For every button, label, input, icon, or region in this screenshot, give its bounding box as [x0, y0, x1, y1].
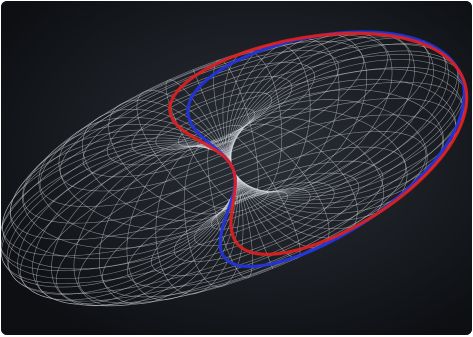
mesh-parallel-line: [197, 125, 243, 148]
mesh-parallel-line: [1, 36, 446, 257]
mesh-parallel-line: [82, 50, 340, 178]
mesh-parallel-line: [36, 97, 456, 306]
red-curve: [168, 31, 469, 256]
mesh-parallel-line: [126, 160, 384, 288]
mesh-parallel-line: [173, 182, 335, 262]
mesh-parallel-line: [155, 91, 273, 150]
mesh-parallel-line: [8, 67, 468, 295]
mesh-parallel-line: [131, 76, 293, 156]
mesh-parallel-line: [1, 54, 465, 284]
curve-group: [168, 30, 469, 269]
mesh-parallel-line: [106, 62, 315, 166]
mesh-parallel-line: [20, 81, 465, 302]
mesh-parallel-line: [193, 188, 311, 247]
mesh-parallel-line: [1, 43, 458, 271]
mesh-parallel-line: [210, 191, 289, 230]
mesh-parallel-line: [151, 172, 360, 276]
mesh-parallel-line: [177, 108, 256, 147]
